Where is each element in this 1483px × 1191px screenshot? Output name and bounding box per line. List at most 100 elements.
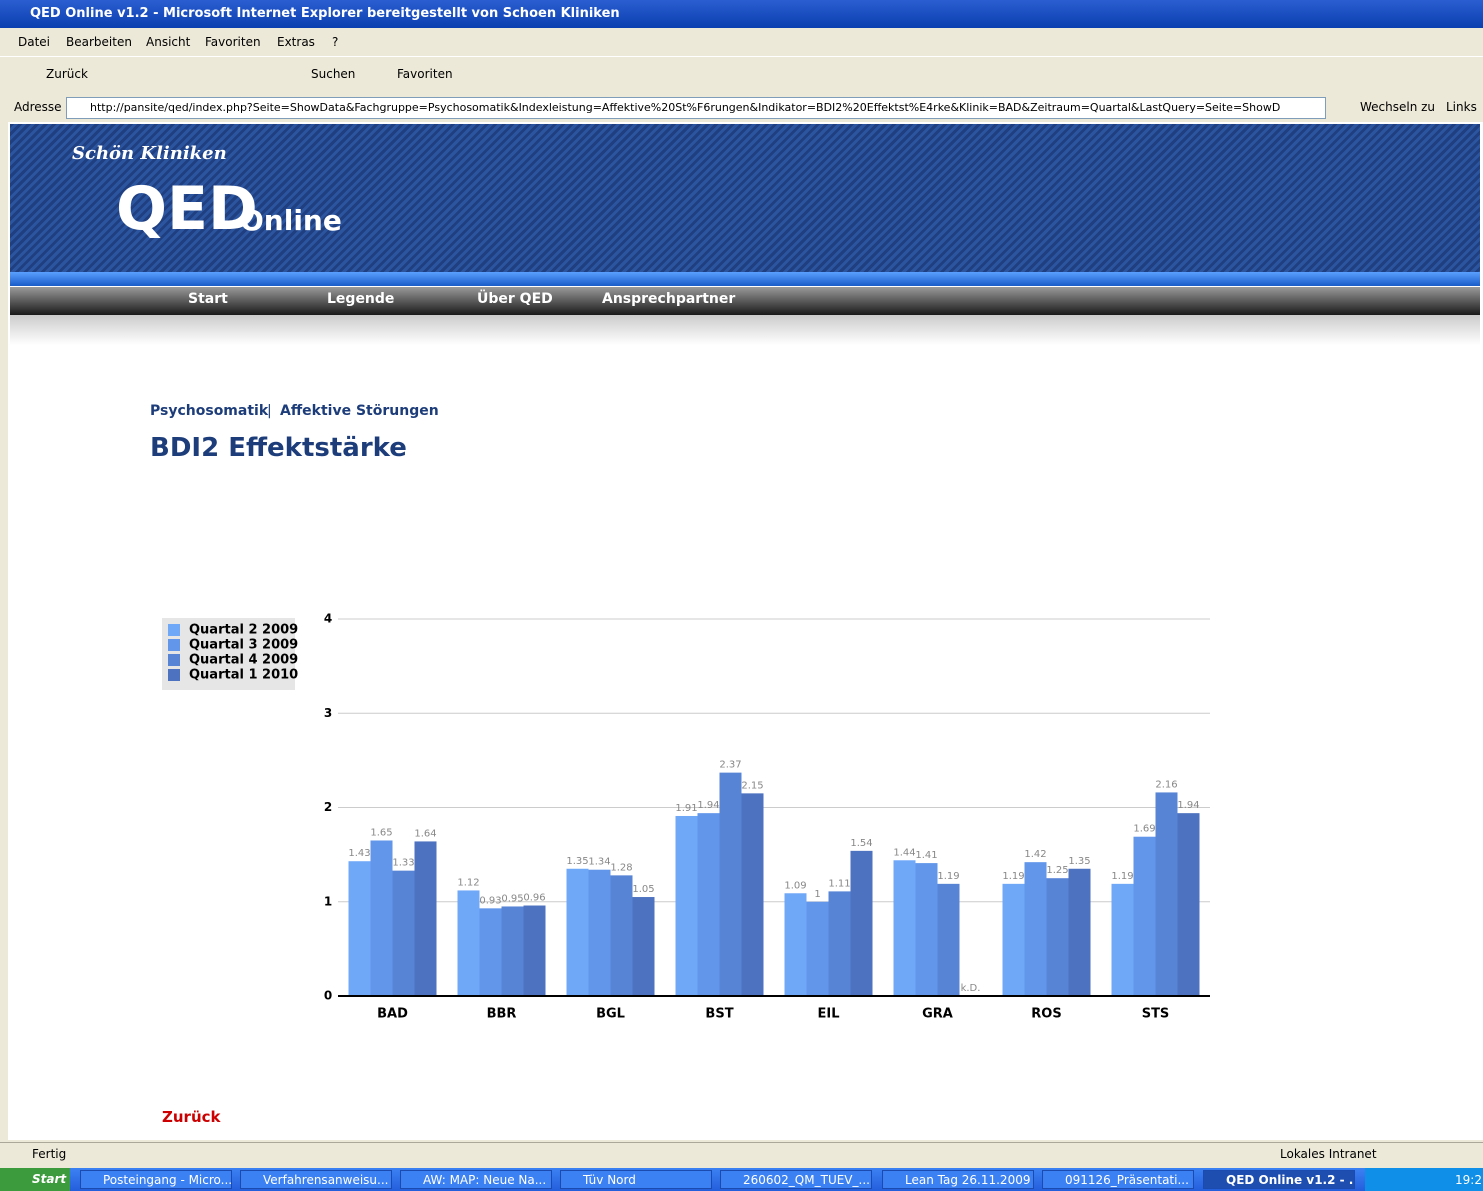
legend-box	[162, 618, 295, 690]
breadcrumb-item[interactable]: Psychosomatik	[150, 403, 269, 419]
toolbar-button[interactable]: Suchen	[311, 67, 356, 81]
value-label: 1	[814, 889, 820, 900]
menu-item[interactable]: Favoriten	[205, 35, 261, 49]
menu-item[interactable]: Ansicht	[146, 35, 191, 49]
tray	[1365, 1168, 1483, 1191]
value-label: 1.19	[1111, 871, 1133, 882]
value-label: 1.91	[675, 803, 697, 814]
header-stripe	[10, 272, 1480, 286]
taskbar-item[interactable]: Lean Tag 26.11.2009	[882, 1170, 1034, 1189]
bar	[697, 813, 720, 996]
bar	[632, 897, 655, 996]
bar	[457, 890, 480, 996]
value-label: 0.93	[479, 895, 501, 906]
value-label: 1.19	[1002, 871, 1024, 882]
toolbar-button[interactable]: Favoriten	[397, 67, 453, 81]
nav-link[interactable]: Start	[188, 291, 228, 307]
bar	[588, 869, 611, 996]
bar	[1155, 792, 1178, 996]
menu-item[interactable]: Datei	[18, 35, 51, 49]
taskbar-item[interactable]: 260602_QM_TUEV_...	[720, 1170, 872, 1189]
nav-link[interactable]: Ansprechpartner	[602, 291, 736, 307]
bar	[392, 870, 415, 996]
toolbar-button[interactable]: Zurück	[46, 67, 88, 81]
nav-link[interactable]: Über QED	[477, 291, 553, 307]
logo-sub: Online	[240, 204, 342, 237]
y-tick-label: 1	[324, 894, 332, 908]
value-label: 1.44	[893, 847, 915, 858]
logo: QED	[116, 174, 258, 244]
value-label: k.D.	[961, 983, 981, 994]
window-title: QED Online v1.2 - Microsoft Internet Exp…	[30, 6, 620, 21]
breadcrumb-item[interactable]: Affektive Störungen	[280, 403, 439, 419]
bar	[784, 893, 807, 996]
bar	[828, 891, 851, 996]
y-tick-label: 4	[324, 612, 332, 626]
bar	[850, 850, 873, 996]
value-label: 1.42	[1024, 849, 1046, 860]
clock: 19:2	[1455, 1173, 1482, 1187]
taskbar-item[interactable]: QED Online v1.2 - ...	[1203, 1170, 1355, 1189]
value-label: 2.15	[741, 780, 763, 791]
bar	[566, 868, 589, 996]
bar	[523, 905, 546, 996]
address-field[interactable]	[66, 97, 1326, 119]
nav-link[interactable]: Legende	[327, 291, 395, 307]
menu-item[interactable]: Extras	[277, 35, 315, 49]
y-tick-label: 3	[324, 706, 332, 720]
bar	[370, 840, 393, 996]
bar	[1133, 836, 1156, 996]
value-label: 1.35	[1068, 856, 1090, 867]
value-label: 1.12	[457, 877, 479, 888]
address-url: http://pansite/qed/index.php?Seite=ShowD…	[90, 101, 1281, 114]
value-label: 1.28	[610, 862, 632, 873]
taskbar-item[interactable]: Tüv Nord	[560, 1170, 712, 1189]
value-label: 1.19	[937, 871, 959, 882]
menu-item[interactable]: ?	[332, 35, 339, 49]
x-tick-label: BST	[705, 1007, 733, 1022]
taskbar-item[interactable]: Verfahrensanweisu...	[240, 1170, 392, 1189]
header-banner	[10, 124, 1480, 274]
value-label: 1.94	[697, 800, 719, 811]
value-label: 1.65	[370, 827, 392, 838]
start-button[interactable]: Start	[0, 1168, 70, 1191]
x-tick-label: BGL	[596, 1007, 625, 1022]
legend-label: Quartal 4 2009	[189, 653, 298, 668]
value-label: 2.37	[719, 760, 741, 771]
value-label: 1.09	[784, 880, 806, 891]
menu-item[interactable]: Bearbeiten	[66, 35, 132, 49]
address-label: Adresse	[14, 100, 62, 114]
bar	[1068, 868, 1091, 996]
taskbar-item[interactable]: 091126_Präsentati...	[1042, 1170, 1194, 1189]
legend-swatch	[168, 669, 180, 681]
value-label: 1.34	[588, 857, 610, 868]
value-label: 1.25	[1046, 865, 1068, 876]
y-tick-label: 0	[324, 989, 332, 1003]
value-label: 1.69	[1133, 824, 1155, 835]
bar	[937, 883, 960, 996]
value-label: 1.33	[392, 858, 414, 869]
bar	[1177, 813, 1200, 996]
value-label: 1.41	[915, 850, 937, 861]
page-title: BDI2 Effektstärke	[150, 433, 407, 463]
legend-swatch	[168, 654, 180, 666]
value-label: 0.95	[501, 893, 523, 904]
bar	[1002, 883, 1025, 996]
value-label: 1.54	[850, 838, 872, 849]
back-link[interactable]: Zurück	[162, 1108, 221, 1126]
x-tick-label: BAD	[377, 1007, 408, 1022]
y-tick-label: 2	[324, 800, 332, 814]
taskbar-item[interactable]: Posteingang - Micro...	[80, 1170, 232, 1189]
bar	[501, 906, 524, 996]
x-tick-label: STS	[1142, 1007, 1170, 1022]
links-button[interactable]: Links	[1446, 100, 1477, 114]
value-label: 1.94	[1177, 800, 1199, 811]
bar	[915, 863, 938, 996]
x-tick-label: EIL	[817, 1007, 839, 1022]
taskbar-item[interactable]: AW: MAP: Neue Na...	[400, 1170, 552, 1189]
title-bar	[0, 0, 1483, 28]
legend-label: Quartal 1 2010	[189, 668, 298, 683]
go-button[interactable]: Wechseln zu	[1360, 100, 1436, 114]
bar	[1111, 883, 1134, 996]
